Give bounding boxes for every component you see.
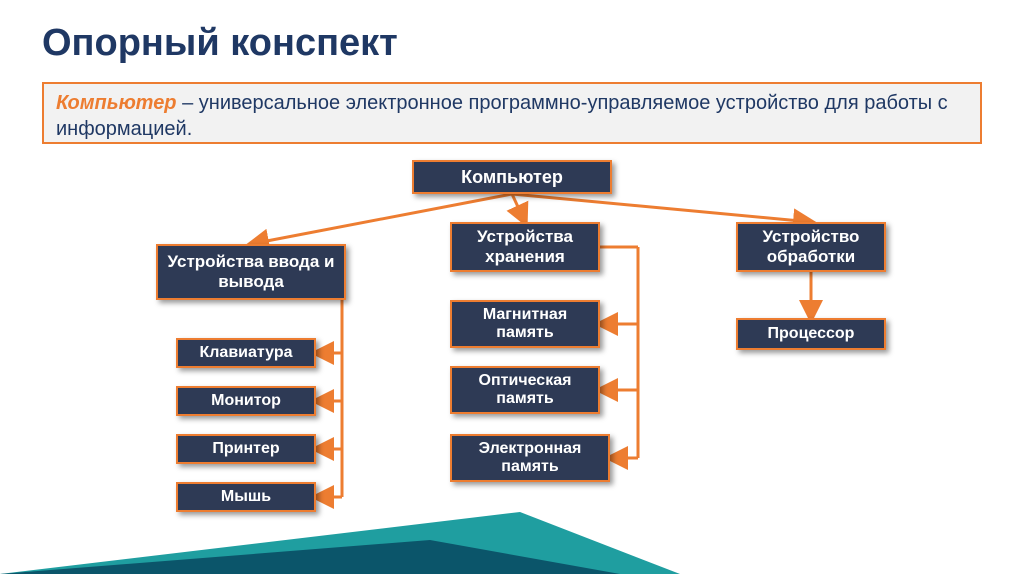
decorative-stripes <box>0 0 1024 574</box>
